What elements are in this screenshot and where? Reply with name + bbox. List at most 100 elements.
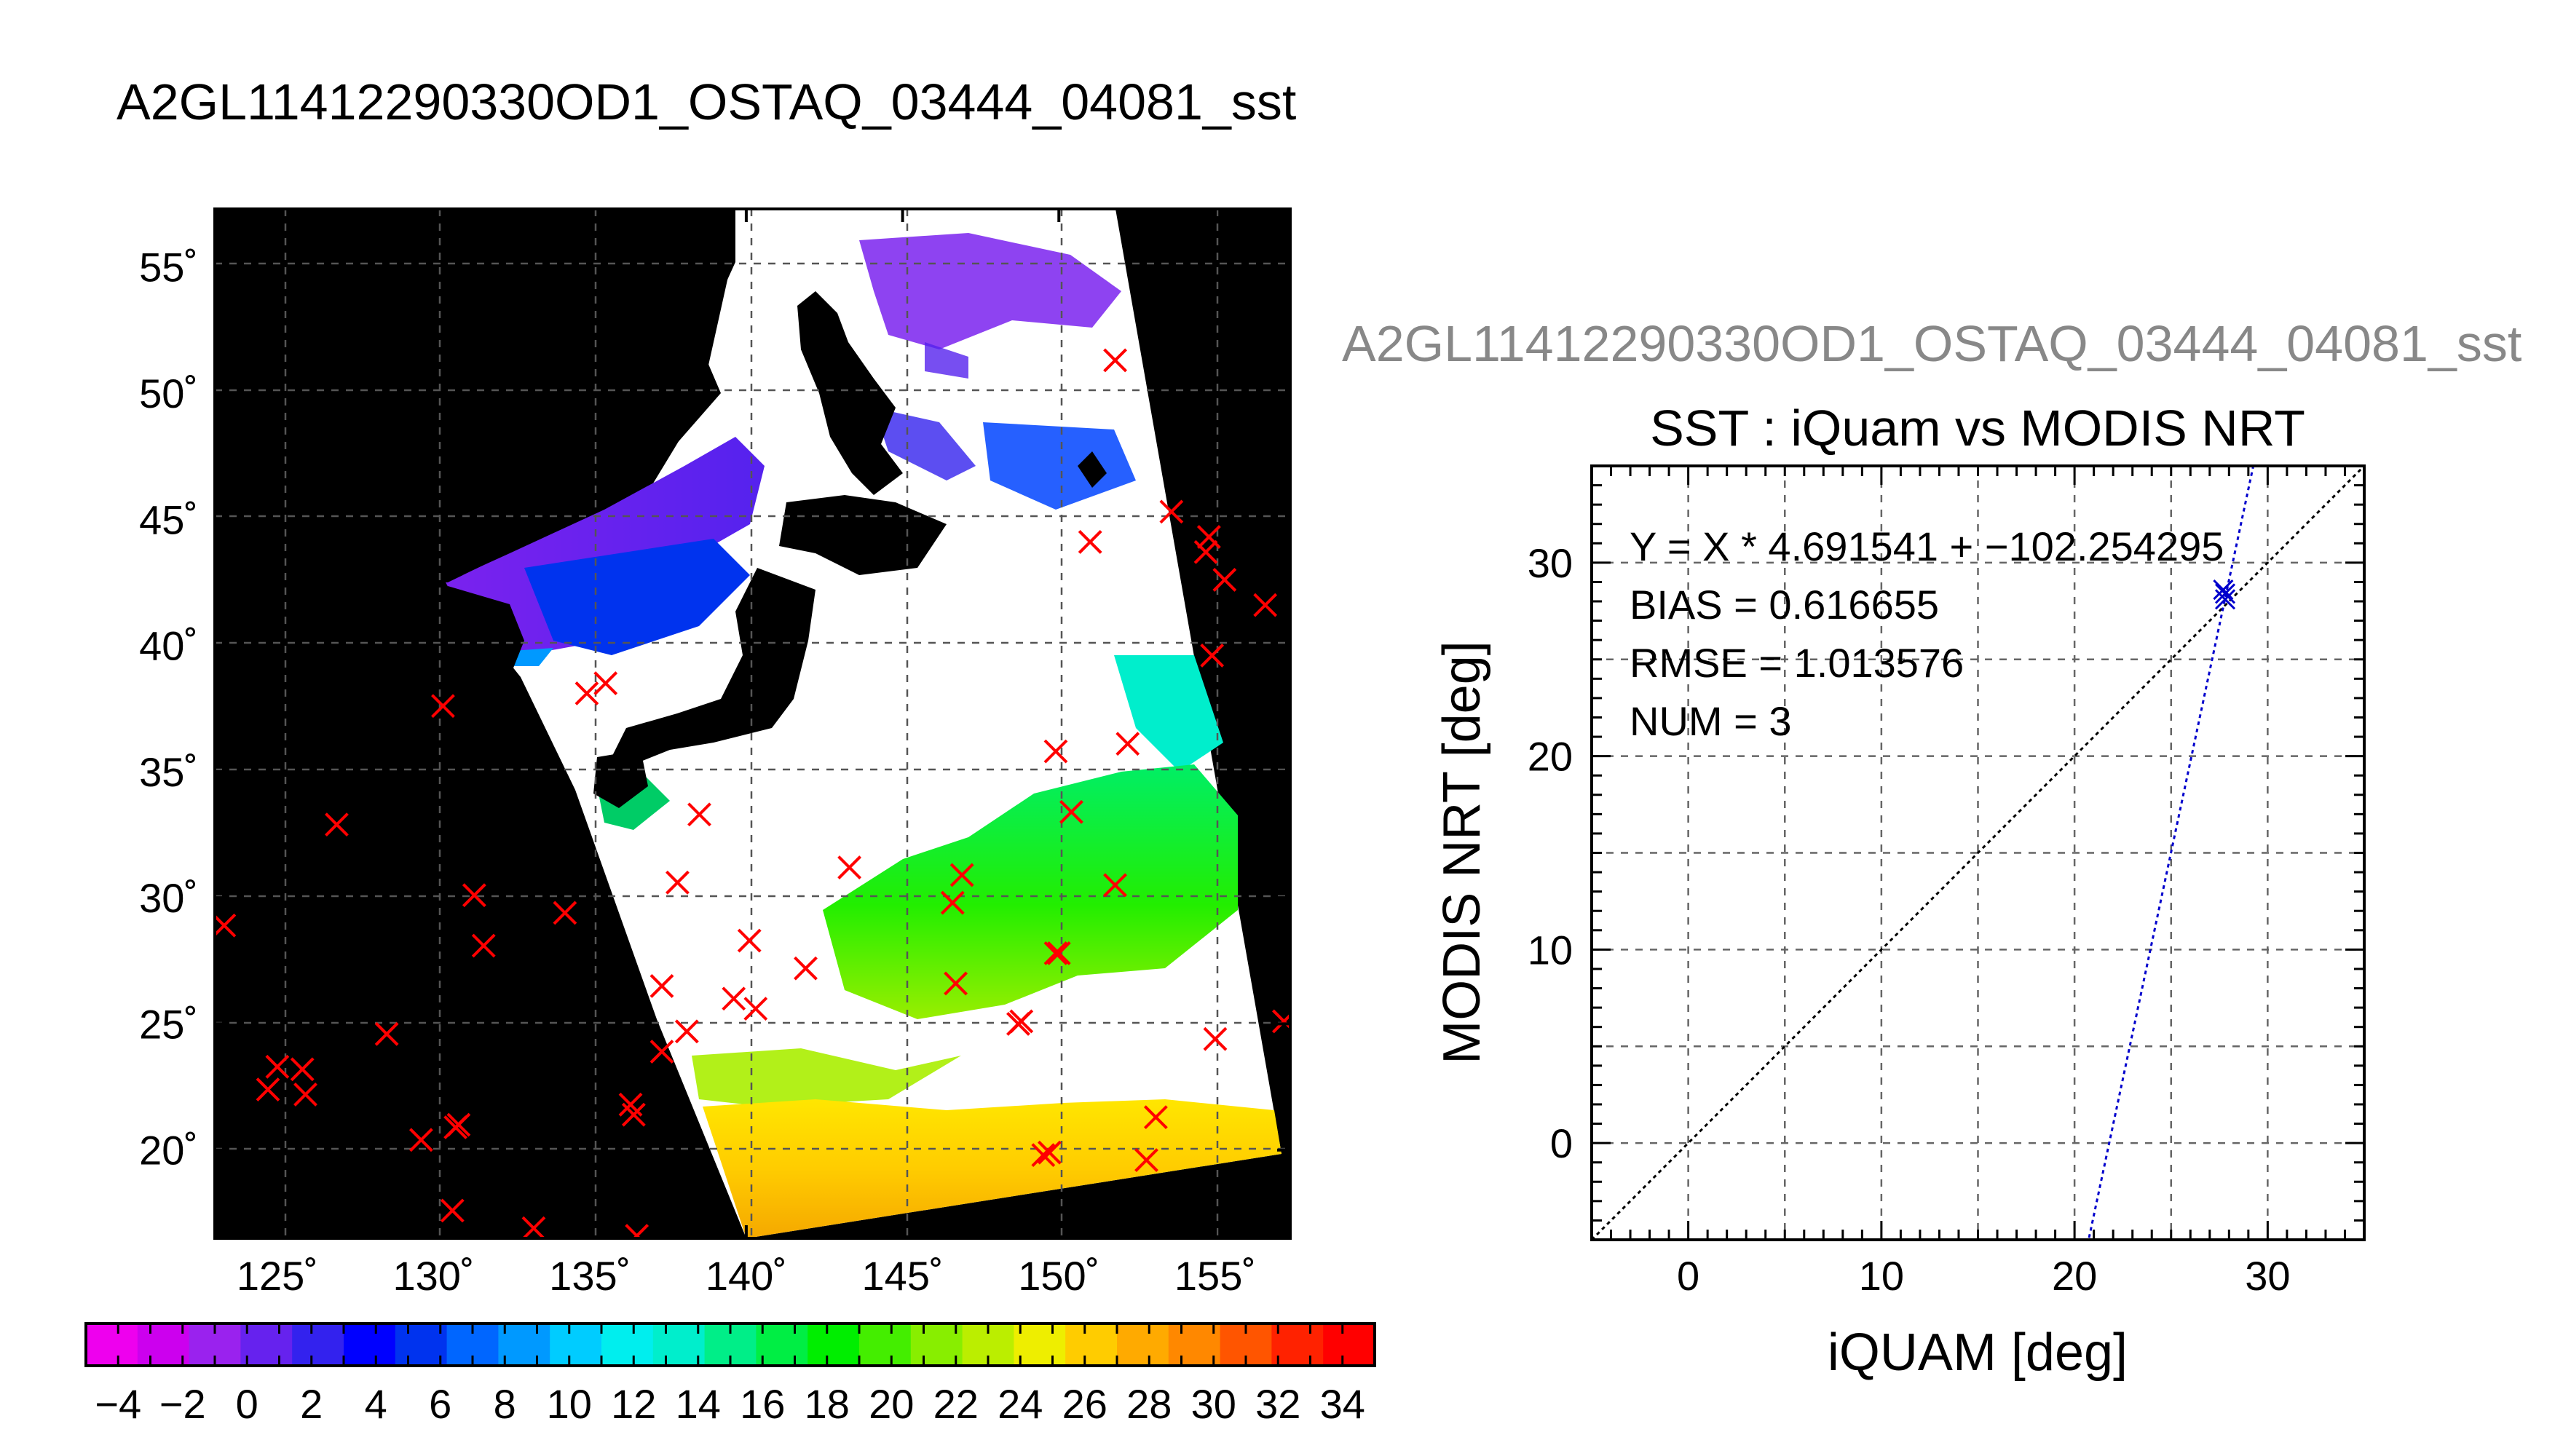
map-x-ticks: 125˚ 130˚ 135˚ 140˚ 145˚ 150˚ 155˚ [237,209,1256,1299]
sst-region-kuril-east [983,422,1136,510]
map-markers [215,348,1290,1238]
scatter-y-tick-label: 30 [1528,540,1573,586]
scatter-title: SST : iQuam vs MODIS NRT [1650,400,2305,456]
scatter-panel: SST : iQuam vs MODIS NRT 0 10 20 30 0 10 20 30… [1433,400,2366,1382]
colorbar-cells [84,1322,1376,1367]
colorbar-tick-label: 26 [1062,1381,1107,1427]
colorbar-tick-label: 0 [236,1381,258,1427]
map-marker [687,802,711,827]
scatter-y-ticks: 0 10 20 30 [1528,540,1573,1166]
map-marker [1159,499,1184,524]
scatter-y-tick-label: 0 [1550,1120,1573,1166]
map-x-tick-label: 150˚ [1018,1253,1099,1299]
map-marker [215,913,237,938]
scatter-point [2214,589,2236,610]
colorbar-tick-label: 14 [676,1381,721,1427]
colorbar-tick-label: −2 [159,1381,206,1427]
map-y-tick-label: 30˚ [139,875,198,921]
map-marker [1103,873,1127,898]
map-marker [674,1019,699,1044]
map-marker [471,933,496,958]
sst-region-sea-of-japan-south [524,539,750,655]
map-marker [625,1224,649,1238]
map-marker [1103,348,1127,373]
map-marker [293,1083,317,1107]
map-y-tick-label: 45˚ [139,496,198,542]
map-marker [1143,1105,1168,1130]
colorbar-cell [601,1324,654,1366]
map-marker [290,1057,315,1082]
map-marker [462,883,486,908]
map-marker [1253,593,1278,617]
secondary-title: A2GL11412290330OD1_OSTAQ_03444_04081_sst [1342,315,2522,372]
colorbar-cell [395,1324,448,1366]
map-marker [408,1128,433,1152]
scatter-minor-ticks [1590,464,2366,1241]
map-gridlines [215,209,1290,1238]
map-marker [325,812,349,837]
map-marker [440,1198,465,1223]
map-marker [649,974,674,998]
colorbar-cell [240,1324,293,1366]
colorbar-labels: −4 −2 0 2 4 6 8 10 12 14 16 18 20 22 24 26 28 30 32 34 [95,1381,1365,1427]
map-marker [431,694,455,719]
map-y-tick-label: 40˚ [139,623,198,669]
scatter-plot-area [1592,466,2364,1240]
colorbar-cell [652,1324,706,1366]
colorbar-tick-label: 32 [1255,1381,1300,1427]
colorbar-tick-label: −4 [95,1381,141,1427]
colorbar-tick-label: 12 [611,1381,656,1427]
map-marker [743,997,768,1021]
map-marker [1009,1009,1034,1034]
map-x-tick-label: 140˚ [706,1253,787,1299]
sst-region-subtropical [692,1048,961,1107]
colorbar-cell [1168,1324,1221,1366]
colorbar-cell [1065,1324,1118,1366]
colorbar-tick-label: 16 [740,1381,785,1427]
map-marker [940,890,965,915]
map-marker [1193,539,1218,564]
land-korea [448,586,524,699]
scatter-x-tick-label: 10 [1859,1253,1904,1299]
colorbar-tick-label: 30 [1191,1381,1236,1427]
map-marker [1200,644,1225,668]
scatter-point [2214,583,2236,604]
scatter-x-axis-label: iQUAM [deg] [1828,1324,2128,1382]
sst-region-okhotsk-east [925,342,968,379]
colorbar-tick-label: 18 [805,1381,850,1427]
colorbar-cell [756,1324,808,1366]
scatter-y-axis-label: MODIS NRT [deg] [1433,641,1491,1064]
scatter-x-tick-label: 20 [2052,1253,2097,1299]
land-honshu [612,568,816,764]
map-y-tick-label: 50˚ [139,371,198,416]
colorbar-cell [292,1324,344,1366]
sst-region-tropical [703,1099,1282,1238]
colorbar-cell [137,1324,190,1366]
scatter-gridlines [1592,466,2364,1240]
colorbar-tick-label: 6 [429,1381,451,1427]
map-marker [666,870,690,895]
map-y-tick-label: 25˚ [139,1001,198,1047]
scatter-x-ticks: 0 10 20 30 [1677,1253,2290,1299]
scatter-annotation-equation: Y = X * 4.691541 + −102.254295 [1630,523,2224,569]
colorbar-tick-label: 22 [933,1381,979,1427]
colorbar-cell [344,1324,396,1366]
map-marker [1037,1140,1062,1165]
map-marker [1212,568,1237,592]
colorbar-tick-label: 10 [547,1381,592,1427]
scatter-y-tick-label: 20 [1528,734,1573,780]
colorbar-cell [498,1324,550,1366]
one-to-one-reference-line [1592,466,2364,1240]
map-marker [621,1102,646,1127]
sst-region-okhotsk [859,233,1121,349]
map-marker [1031,1143,1056,1168]
land-hokkaido [779,495,947,575]
map-marker [737,928,762,953]
map-y-tick-label: 55˚ [139,245,198,290]
map-x-tick-label: 155˚ [1174,1253,1256,1299]
scatter-x-tick-label: 0 [1677,1253,1699,1299]
colorbar-tick-label: 28 [1126,1381,1172,1427]
map-y-tick-label: 20˚ [139,1128,198,1174]
map-x-tick-label: 125˚ [237,1253,318,1299]
colorbar-cell [910,1324,963,1366]
